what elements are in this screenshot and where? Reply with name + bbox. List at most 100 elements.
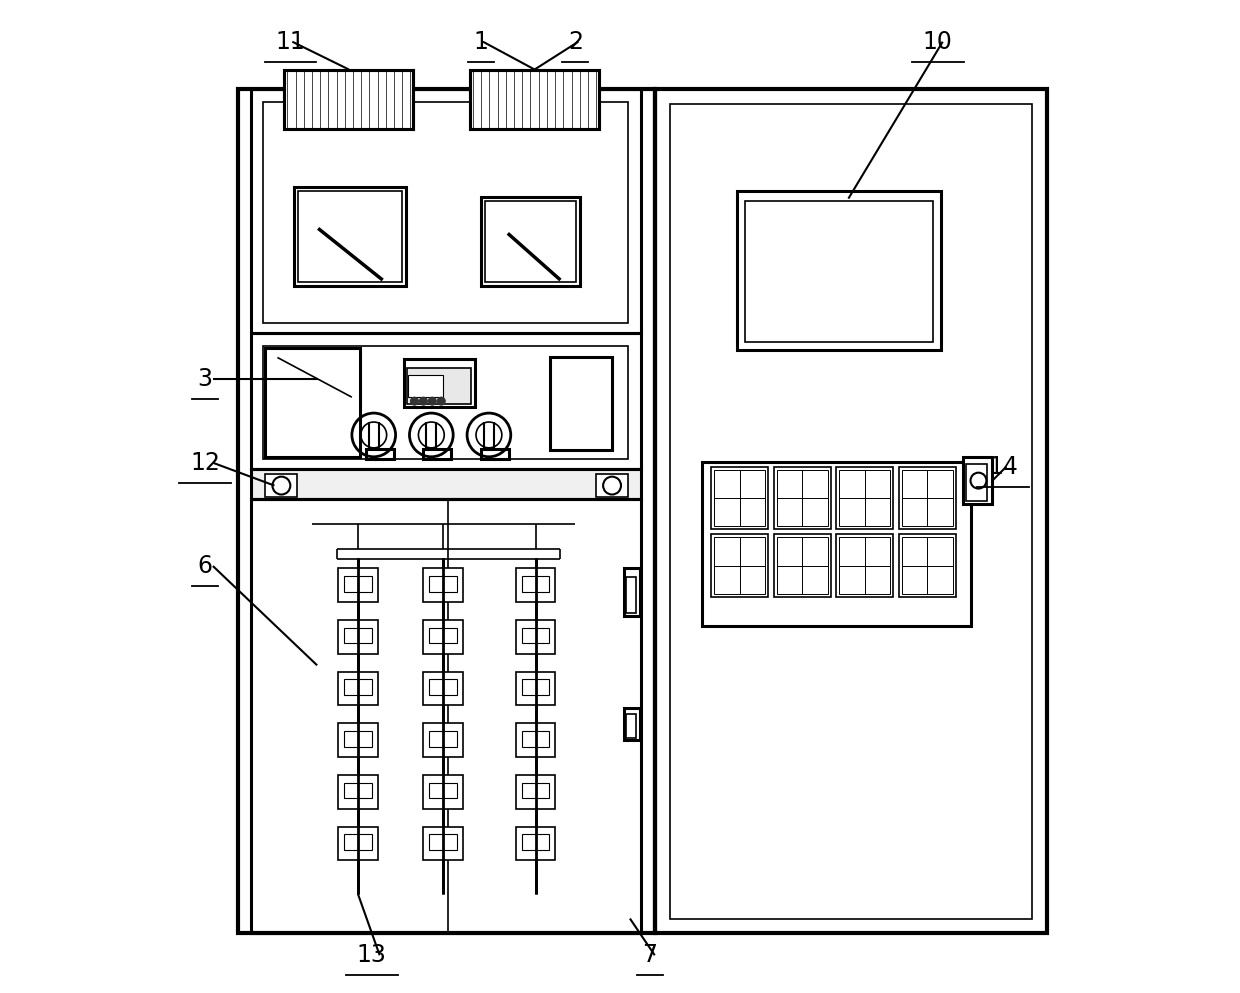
Text: 14: 14	[988, 455, 1018, 479]
Bar	[429, 628, 458, 643]
Bar	[343, 782, 372, 798]
Bar	[522, 834, 549, 850]
Bar	[774, 534, 831, 597]
Bar	[745, 201, 932, 342]
Bar	[339, 775, 378, 808]
Text: 1: 1	[474, 30, 489, 54]
Bar	[522, 628, 549, 643]
Bar	[343, 731, 372, 747]
Bar	[423, 671, 463, 705]
Bar	[962, 457, 992, 504]
Text: 10: 10	[923, 30, 952, 54]
Bar	[423, 723, 463, 757]
Bar	[339, 826, 378, 860]
Bar	[403, 359, 475, 407]
Bar	[343, 628, 372, 643]
Bar	[837, 534, 893, 597]
Bar	[522, 576, 549, 592]
Bar	[966, 464, 987, 501]
Bar	[516, 775, 556, 808]
Bar	[265, 474, 298, 496]
Bar	[837, 467, 893, 529]
Bar	[522, 679, 549, 695]
Text: 6: 6	[197, 554, 212, 578]
Bar	[624, 708, 640, 740]
Bar	[284, 70, 413, 129]
Bar	[339, 671, 378, 705]
Bar	[250, 469, 641, 499]
Bar	[250, 333, 641, 469]
Bar	[343, 834, 372, 850]
Text: 3: 3	[197, 367, 212, 391]
Bar	[339, 568, 378, 602]
Bar	[423, 775, 463, 808]
Bar	[429, 731, 458, 747]
Bar	[343, 576, 372, 592]
Bar	[263, 346, 627, 459]
Bar	[516, 826, 556, 860]
Bar	[551, 357, 613, 450]
Bar	[516, 671, 556, 705]
Circle shape	[438, 397, 445, 405]
Bar	[714, 537, 765, 594]
Bar	[899, 467, 956, 529]
Bar	[624, 568, 640, 616]
Bar	[485, 201, 577, 282]
Bar	[366, 449, 393, 459]
Bar	[429, 576, 458, 592]
Bar	[299, 191, 402, 282]
Text: 11: 11	[275, 30, 305, 54]
Bar	[777, 470, 827, 526]
Text: 13: 13	[357, 943, 387, 967]
Bar	[429, 782, 458, 798]
Bar	[408, 368, 471, 404]
Circle shape	[428, 397, 436, 405]
Bar	[670, 104, 1032, 919]
Bar	[339, 723, 378, 757]
Bar	[712, 534, 768, 597]
Bar	[702, 462, 971, 626]
Bar	[284, 70, 413, 129]
Bar	[777, 537, 827, 594]
Bar	[470, 70, 599, 129]
Text: 12: 12	[190, 451, 219, 475]
Bar	[408, 375, 443, 397]
Bar	[339, 620, 378, 653]
Bar	[429, 834, 458, 850]
Bar	[423, 449, 451, 459]
Bar	[626, 714, 636, 738]
Bar	[481, 197, 580, 286]
Bar	[250, 499, 641, 933]
Bar	[516, 568, 556, 602]
Bar	[250, 89, 641, 333]
Bar	[423, 568, 463, 602]
Bar	[899, 534, 956, 597]
Bar	[714, 470, 765, 526]
Bar	[516, 723, 556, 757]
Bar	[626, 577, 636, 613]
Bar	[596, 474, 627, 496]
Circle shape	[419, 397, 428, 405]
Bar	[522, 782, 549, 798]
Bar	[294, 187, 405, 286]
Bar	[712, 467, 768, 529]
Bar	[774, 467, 831, 529]
Bar	[429, 679, 458, 695]
Bar	[481, 449, 508, 459]
Bar	[265, 348, 360, 457]
Bar	[423, 826, 463, 860]
Bar	[423, 620, 463, 653]
Bar	[901, 537, 952, 594]
Bar	[343, 679, 372, 695]
Bar	[737, 191, 941, 350]
Bar	[238, 89, 655, 933]
Bar	[516, 620, 556, 653]
Bar	[263, 102, 627, 323]
Bar	[470, 70, 599, 129]
Circle shape	[410, 397, 418, 405]
Bar	[839, 470, 890, 526]
Bar	[839, 537, 890, 594]
Bar	[522, 731, 549, 747]
Text: 7: 7	[642, 943, 657, 967]
Text: 2: 2	[568, 30, 583, 54]
